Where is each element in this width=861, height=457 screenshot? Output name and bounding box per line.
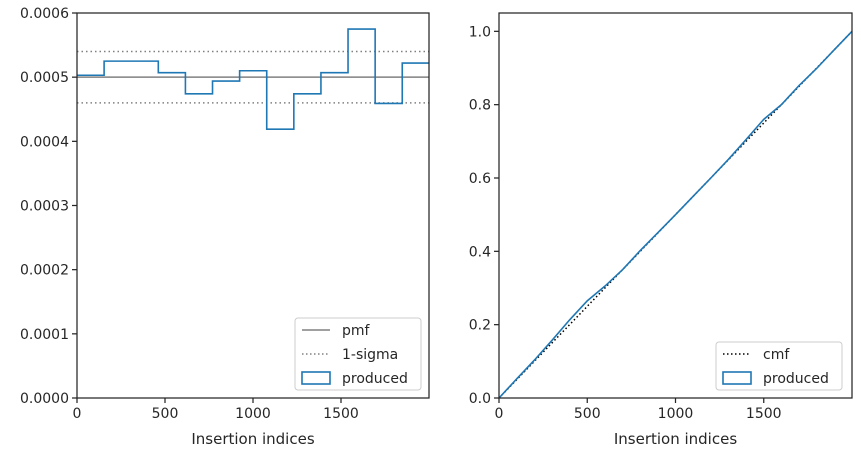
right-chart-panel: 0 500 1000 1500 0.0 0.2 0.4 0.6 0.8 1.0 Insertion …	[469, 12, 853, 448]
y-tick-label: 0.0005	[20, 70, 69, 86]
x-axis-label: Insertion indices	[191, 430, 314, 448]
x-tick-label: 0	[73, 406, 82, 422]
x-tick-label: 1500	[746, 406, 782, 422]
x-tick-label: 0	[495, 406, 504, 422]
legend-label-pmf: pmf	[342, 323, 371, 339]
plot-area	[499, 30, 852, 398]
y-tick-label: 0.8	[469, 98, 491, 114]
x-axis-label: Insertion indices	[614, 430, 737, 448]
y-tick-label: 0.0004	[20, 134, 69, 150]
legend-label-produced: produced	[342, 371, 408, 387]
legend-label-produced: produced	[763, 371, 829, 387]
y-tick-label: 0.0	[469, 391, 491, 407]
y-tick-label: 0.2	[469, 318, 491, 334]
legend-swatch-produced	[722, 371, 752, 385]
x-tick-label: 500	[152, 406, 179, 422]
legend-label-cmf: cmf	[763, 347, 790, 363]
y-tick-label: 0.0001	[20, 327, 69, 343]
produced-cumulative-line	[499, 30, 852, 398]
plot-area	[77, 28, 429, 130]
legend-label-1-sigma: 1-sigma	[342, 347, 398, 363]
y-tick-label: 0.0000	[20, 391, 69, 407]
legend: pmf 1-sigma produced	[294, 317, 422, 391]
x-tick-label: 500	[574, 406, 601, 422]
y-tick-label: 0.0003	[20, 199, 69, 215]
legend: cmf produced	[715, 341, 843, 391]
produced-step-line	[77, 28, 429, 130]
legend-swatch-produced	[301, 371, 331, 385]
y-tick-label: 1.0	[469, 24, 491, 40]
left-chart-panel: 0 500 1000 1500 0.0000 0.0001 0.0002 0.0003 0.00…	[20, 6, 430, 448]
y-tick-label: 0.4	[469, 244, 491, 260]
x-tick-label: 1000	[658, 406, 694, 422]
x-tick-label: 1000	[235, 406, 271, 422]
y-tick-label: 0.6	[469, 171, 491, 187]
x-tick-label: 1500	[323, 406, 359, 422]
y-tick-label: 0.0006	[20, 6, 69, 22]
y-tick-label: 0.0002	[20, 263, 69, 279]
